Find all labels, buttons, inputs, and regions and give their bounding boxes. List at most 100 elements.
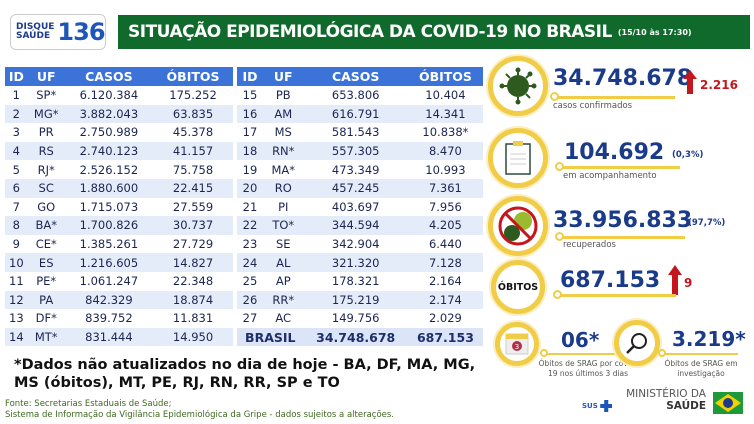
table-row: 22 TO* 344.594 4.205	[237, 216, 483, 235]
id-cell: 12	[5, 290, 28, 310]
deaths-cell: 7.128	[407, 253, 483, 272]
cases-cell: 3.882.043	[64, 104, 154, 124]
page-title: SITUAÇÃO EPIDEMIOLÓGICA DA COVID-19 NO B…	[128, 22, 612, 42]
id-cell: 1	[12, 88, 20, 103]
id-cell: 17	[242, 125, 258, 140]
title-bar: SITUAÇÃO EPIDEMIOLÓGICA DA COVID-19 NO B…	[118, 15, 750, 49]
id-cell: 11	[9, 274, 24, 289]
deaths-cell: 27.559	[172, 199, 214, 214]
uf-cell: SC	[27, 178, 65, 198]
table-row: 9 CE* 1.385.261 27.729	[5, 235, 233, 254]
deaths-cell: 175.252	[169, 88, 217, 103]
confirmed-value: 34.748.678	[553, 66, 693, 91]
deaths-cell: 75.758	[172, 162, 214, 177]
recovered-value: 33.956.833	[553, 208, 693, 233]
uf-cell: TO*	[262, 216, 304, 235]
cases-cell: 1.715.073	[79, 199, 139, 214]
table-row: 4 RS 2.740.123 41.157	[5, 141, 233, 161]
deaths-cell: 2.174	[407, 290, 483, 310]
underline-dot	[540, 349, 548, 357]
confirmed-label: casos confirmados	[553, 101, 633, 111]
column-header: ÓBITOS	[407, 67, 483, 86]
table-row: 8 BA* 1.700.826 30.737	[5, 216, 233, 235]
monitoring-pct: (0,3%)	[672, 150, 704, 160]
cases-cell: 653.806	[331, 88, 380, 103]
id-cell: 27	[242, 311, 258, 326]
column-header: UF	[262, 67, 304, 86]
deaths-cell: 7.361	[407, 178, 483, 198]
total-row: BRASIL 34.748.678 687.153	[237, 327, 483, 347]
id-cell: 3	[12, 125, 20, 140]
uf-cell: AL	[262, 253, 304, 272]
deaths-cell: 7.956	[428, 199, 462, 214]
ministry-line2: SAÚDE	[666, 400, 706, 412]
column-header: UF	[27, 67, 65, 86]
srag-recent-value: 06*	[561, 328, 600, 352]
deaths-delta: 9	[684, 276, 693, 290]
source-line2: Sistema de Informação da Vigilância Epid…	[5, 410, 395, 420]
srag-recent-label: Óbitos de SRAG por covid-19 nos últimos …	[538, 359, 638, 378]
cases-cell: 581.543	[331, 125, 380, 140]
uf-cell: RJ*	[37, 162, 55, 177]
uf-cell: DF*	[35, 311, 57, 326]
uf-cell: PE*	[36, 274, 57, 289]
uf-cell: MT*	[27, 327, 65, 347]
cases-cell: 178.321	[331, 274, 380, 289]
cases-cell: 6.120.384	[79, 88, 139, 103]
id-cell: 20	[237, 178, 263, 198]
cases-cell: 839.752	[85, 311, 133, 326]
table-row: 19 MA* 473.349 10.993	[237, 160, 483, 179]
deaths-cell: 63.835	[153, 104, 233, 124]
uf-cell: MG*	[27, 104, 65, 124]
footnote: *Dados não atualizados no dia de hoje - …	[14, 357, 476, 391]
sus-text: SUS	[582, 402, 598, 410]
cases-cell: 1.061.247	[79, 274, 139, 289]
underline-decoration	[558, 294, 676, 297]
uf-cell: PA	[27, 290, 65, 310]
total-cases: 34.748.678	[303, 327, 408, 347]
cases-cell: 1.880.600	[64, 178, 154, 198]
id-cell: 10	[5, 253, 28, 272]
monitoring-label: em acompanhamento	[563, 171, 657, 181]
deaths-cell: 14.827	[153, 253, 233, 272]
underline-dot	[555, 162, 564, 171]
underline-decoration	[560, 166, 680, 169]
cases-cell: 2.750.989	[79, 125, 139, 140]
deaths-cell: 41.157	[153, 141, 233, 161]
deaths-cell: 14.341	[407, 104, 483, 124]
id-cell: 15	[242, 88, 258, 103]
table-row: 13 DF* 839.752 11.831	[5, 309, 233, 328]
table-row: 2 MG* 3.882.043 63.835	[5, 104, 233, 124]
table-row: 10 ES 1.216.605 14.827	[5, 253, 233, 272]
id-cell: 23	[242, 237, 258, 252]
source: Fonte: Secretarias Estaduais de Saúde; Si…	[5, 399, 394, 421]
table-row: 12 PA 842.329 18.874	[5, 290, 233, 310]
source-line1: Fonte: Secretarias Estaduais de Saúde;	[5, 399, 172, 409]
datetime: (15/10 às 17:30)	[617, 27, 692, 37]
underline-dot	[553, 290, 562, 299]
table-row: 24 AL 321.320 7.128	[237, 253, 483, 272]
states-table-left: ID UF CASOS ÓBITOS 1 SP* 6.120.384 175.252 2 MG* 3…	[5, 67, 233, 347]
magnifier-icon[interactable]	[614, 320, 660, 366]
monitoring-value: 104.692	[564, 140, 665, 165]
table-row: 21 PI 403.697 7.956	[237, 198, 483, 217]
uf-cell: PB	[275, 88, 291, 103]
deaths-cell: 11.831	[172, 311, 214, 326]
id-cell: 2	[5, 104, 28, 124]
calendar-icon: 3	[495, 322, 539, 366]
table-row: 15 PB 653.806 10.404	[237, 86, 483, 105]
deaths-cell: 2.164	[428, 274, 462, 289]
cases-cell: 344.594	[303, 216, 408, 235]
deaths-cell: 4.205	[407, 216, 483, 235]
cases-cell: 175.219	[303, 290, 408, 310]
cases-cell: 1.700.826	[64, 216, 154, 235]
deaths-badge: ÓBITOS	[491, 260, 545, 314]
no-virus-icon	[488, 196, 548, 256]
deaths-cell: 30.737	[153, 216, 233, 235]
uf-cell: PR	[38, 125, 54, 140]
uf-cell: RR*	[262, 290, 304, 310]
table-row: 26 RR* 175.219 2.174	[237, 290, 483, 310]
cases-cell: 321.320	[303, 253, 408, 272]
brazil-flag-icon	[713, 392, 743, 414]
cases-cell: 403.697	[331, 199, 380, 214]
